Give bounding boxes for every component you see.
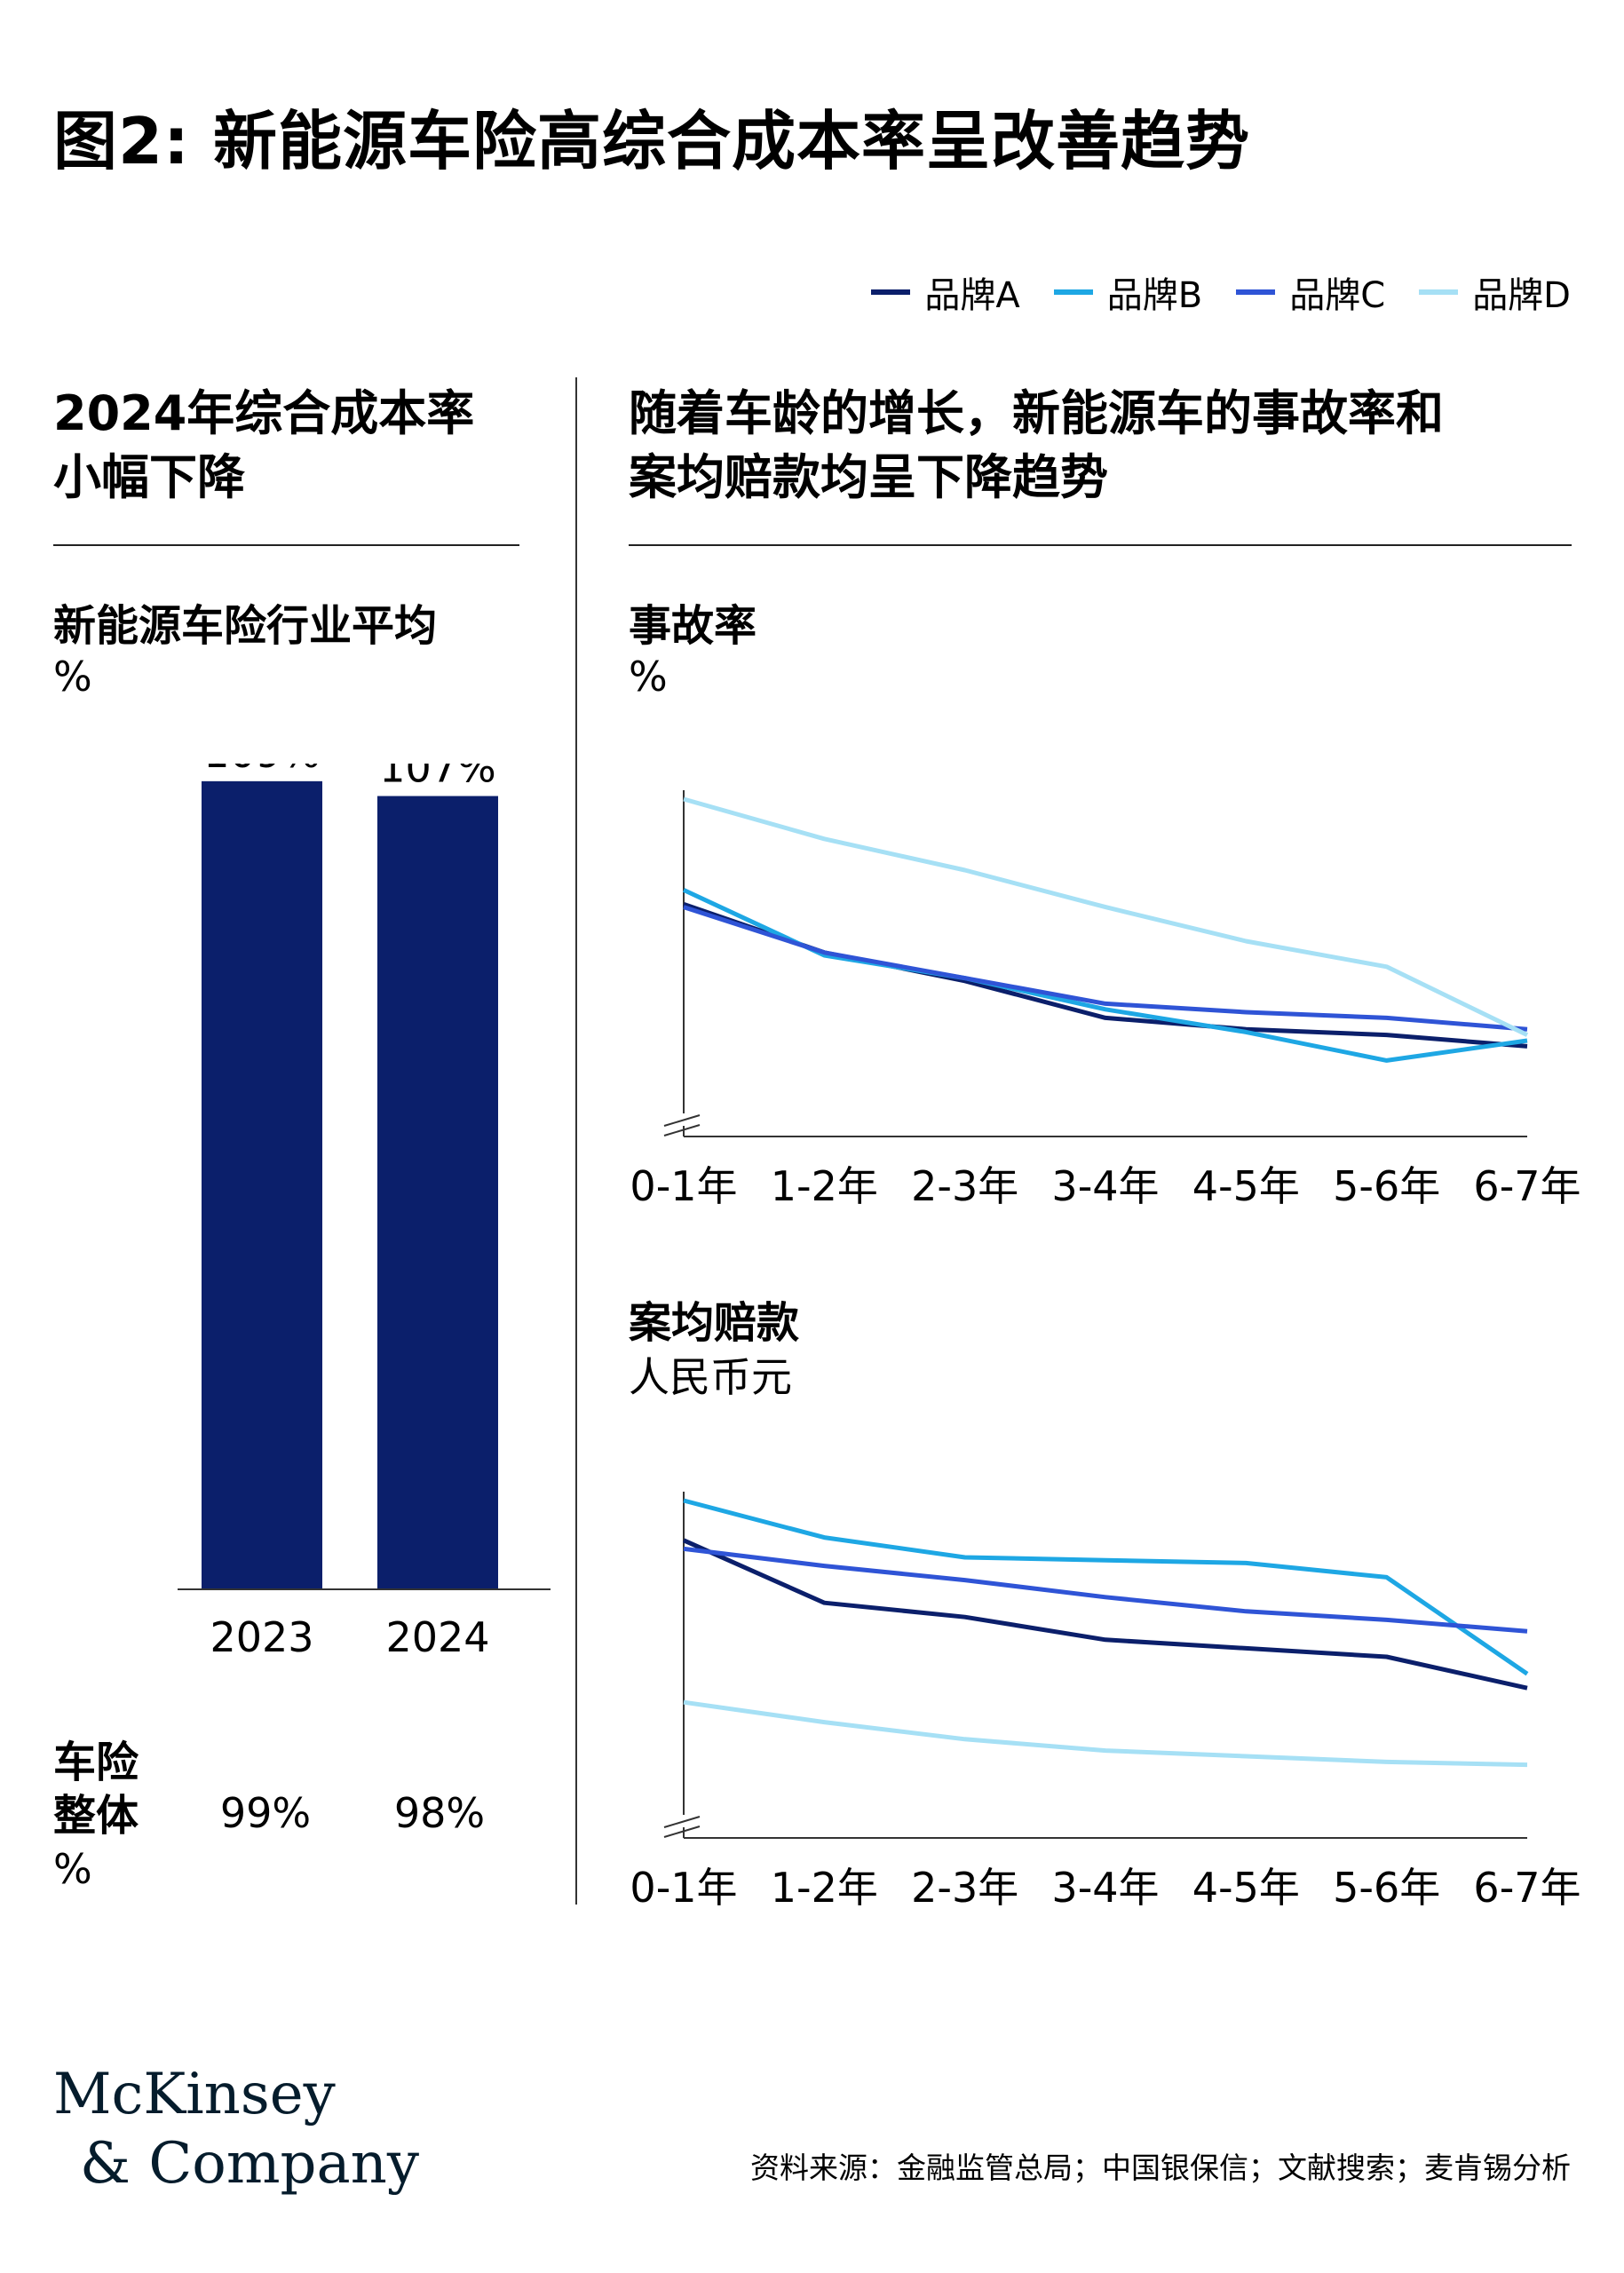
accident-subheading: 事故率 (629, 601, 757, 651)
legend-swatch (1419, 289, 1459, 295)
axis-break-mark (663, 1826, 701, 1838)
x-tick-label: 5-6年 (1333, 1162, 1440, 1210)
x-tick-label: 2-3年 (911, 1162, 1018, 1210)
axis-break-mark (663, 1124, 701, 1136)
bar-category-label: 2023 (210, 1613, 313, 1661)
x-tick-label: 3-4年 (1051, 1864, 1159, 1912)
bar-category-label: 2024 (385, 1613, 489, 1661)
claim-amount-chart: 0-1年 1-2年 2-3年 3-4年 4-5年 5-6年 6-7年 (630, 1492, 1581, 1912)
legend-label: 品牌D (1472, 275, 1571, 316)
legend-item-2: 品牌C (1236, 266, 1385, 318)
x-tick-label: 6-7年 (1473, 1864, 1580, 1912)
bar-2024 (377, 796, 498, 1589)
overall-label-line-2: 整体 (53, 1791, 139, 1841)
overall-label-line-1: 车险 (53, 1738, 139, 1787)
x-tick-label: 0-1年 (630, 1864, 737, 1912)
left-heading-line-1: 2024年综合成本率 (53, 385, 475, 441)
series-line-品牌C (683, 1546, 1528, 1634)
legend-item-1: 品牌B (1053, 266, 1203, 318)
right-divider (629, 544, 1572, 546)
source-note: 资料来源：金融监管总局；中国银保信；文献搜索；麦肯锡分析 (750, 2150, 1571, 2185)
x-tick-label: 6-7年 (1473, 1162, 1580, 1210)
legend-label: 品牌C (1289, 275, 1386, 316)
legend-label: 品牌B (1106, 275, 1203, 316)
overall-unit: % (53, 1845, 92, 1893)
series-line-品牌D (683, 1699, 1528, 1768)
mckinsey-logo: McKinsey & Company (53, 2060, 419, 2198)
page-title: 图2: 新能源车险高综合成本率呈改善趋势 (53, 104, 1250, 178)
right-heading-line-2: 案均赔款均呈下降趋势 (629, 449, 1108, 505)
claim-subheading: 案均赔款 (629, 1298, 800, 1348)
x-tick-label: 4-5年 (1192, 1864, 1300, 1912)
x-tick-label: 5-6年 (1333, 1864, 1440, 1912)
right-heading: 随着车龄的增长，新能源车的事故率和 案均赔款均呈下降趋势 (629, 382, 1444, 510)
accident-rate-chart: 0-1年 1-2年 2-3年 3-4年 4-5年 5-6年 6-7年 (630, 790, 1581, 1210)
x-tick-label: 2-3年 (911, 1864, 1018, 1912)
overall-label: 车险 整体 (53, 1736, 139, 1842)
axis-break-mark (663, 1816, 701, 1828)
bar-value-label: 107% (379, 764, 496, 792)
series-line-品牌B (683, 1498, 1529, 1676)
x-tick-label: 1-2年 (771, 1864, 878, 1912)
overall-value-2023: 99% (219, 1789, 312, 1837)
bar-2023 (202, 780, 322, 1589)
x-tick-label: 3-4年 (1051, 1162, 1159, 1210)
bar-value-label: 109% (203, 764, 321, 777)
series-line-品牌B (682, 888, 1528, 1063)
left-subheading: 新能源车险行业平均 (53, 601, 438, 651)
right-heading-line-1: 随着车龄的增长，新能源车的事故率和 (629, 385, 1444, 441)
axis-break-mark (663, 1114, 701, 1127)
series-line-品牌A (682, 1538, 1528, 1691)
chart-legend: 品牌A 品牌B 品牌C 品牌D (871, 266, 1571, 318)
logo-line-1: McKinsey (53, 2062, 336, 2127)
legend-swatch (1236, 289, 1276, 295)
overall-value-2024: 98% (393, 1789, 486, 1837)
logo-line-2: & Company (80, 2131, 419, 2197)
left-heading: 2024年综合成本率 小幅下降 (53, 382, 474, 510)
x-tick-label: 1-2年 (771, 1162, 878, 1210)
x-tick-label: 0-1年 (630, 1162, 737, 1210)
legend-item-3: 品牌D (1419, 266, 1571, 318)
legend-swatch (871, 289, 911, 295)
legend-item-0: 品牌A (871, 266, 1020, 318)
left-unit: % (53, 653, 92, 701)
x-tick-label: 4-5年 (1192, 1162, 1300, 1210)
left-divider (53, 544, 519, 546)
claim-unit: 人民币元 (629, 1353, 792, 1401)
legend-swatch (1053, 289, 1093, 295)
panel-divider (575, 377, 577, 1905)
legend-label: 品牌A (924, 275, 1020, 316)
left-heading-line-2: 小幅下降 (53, 449, 245, 505)
bar-chart: 109% 2023 107% 2024 (178, 764, 551, 1661)
series-line-品牌D (683, 796, 1529, 1037)
series-line-品牌C (683, 905, 1528, 1032)
accident-unit: % (629, 653, 668, 701)
